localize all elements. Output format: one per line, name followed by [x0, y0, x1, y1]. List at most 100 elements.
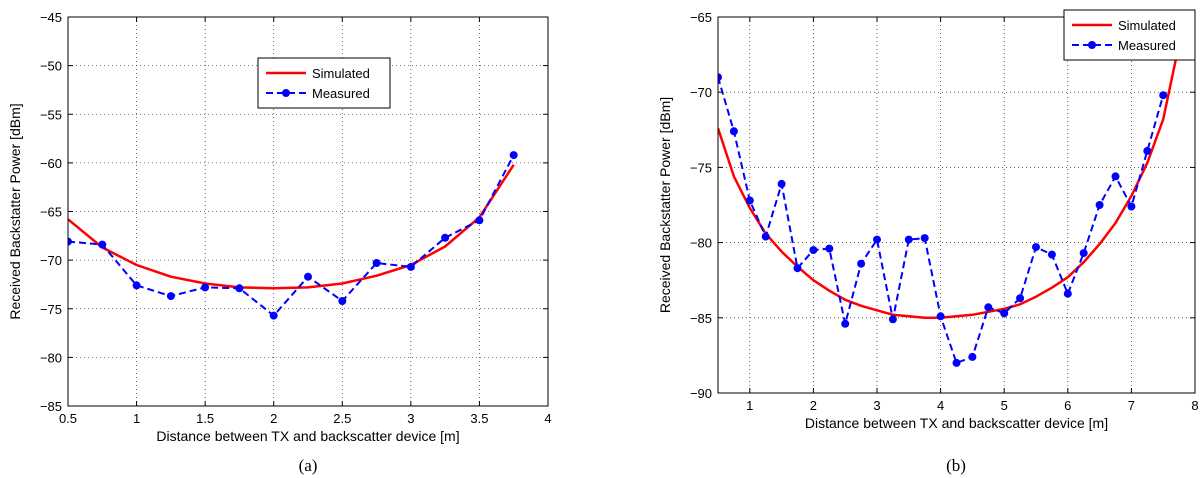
data-point	[1159, 91, 1168, 100]
x-tick-label: 6	[1064, 398, 1071, 413]
series-line-measured	[68, 154, 515, 317]
x-tick-label: 3	[407, 411, 414, 426]
series-measured	[68, 151, 518, 320]
y-tick-label: −45	[40, 10, 62, 25]
data-point	[841, 319, 850, 328]
axes-box	[717, 16, 1196, 394]
legend-marker	[1088, 41, 1096, 49]
data-point	[793, 264, 802, 273]
y-tick-label: −85	[40, 399, 62, 414]
data-point	[888, 315, 897, 324]
x-axis-label: Distance between TX and backscatter devi…	[805, 415, 1108, 431]
data-point	[873, 235, 881, 244]
plot-area	[718, 17, 1195, 393]
data-point	[920, 234, 929, 243]
y-tick-label: −70	[40, 253, 62, 268]
y-tick-label: −80	[40, 350, 62, 365]
data-point	[372, 259, 381, 267]
data-point	[1095, 201, 1104, 209]
data-point	[777, 179, 786, 188]
x-tick-label: 8	[1191, 398, 1198, 413]
data-point	[968, 352, 977, 361]
data-point	[201, 283, 210, 292]
x-tick-label: 7	[1128, 398, 1135, 413]
data-point	[235, 284, 244, 293]
series-measured	[718, 73, 1168, 367]
x-tick-label: 2	[810, 398, 817, 413]
x-tick-label: 5	[1001, 398, 1008, 413]
chart-panel-a: 0.5 1 1.5 2 2.5 3 3.5 4 −85 −80 −75 −70 −65 −60 −55 −50…	[7, 10, 552, 475]
legend-marker	[282, 89, 290, 97]
data-point	[1111, 172, 1120, 181]
y-tick-label: −80	[690, 236, 712, 251]
data-point	[936, 312, 945, 321]
data-point	[904, 235, 913, 244]
legend: Simulated Measured	[1063, 9, 1196, 61]
data-point	[1079, 249, 1088, 258]
x-axis-label: Distance between TX and backscatter devi…	[156, 428, 459, 444]
data-point	[132, 281, 141, 290]
data-point	[857, 259, 866, 268]
data-point	[984, 303, 993, 312]
x-tick-label: 4	[544, 411, 551, 426]
chart-panel-b: 1 2 3 4 5 6 7 8 −90 −85 −80 −75 −70 −65 Distance betwe…	[657, 9, 1199, 475]
data-point	[825, 244, 834, 253]
data-point	[1063, 289, 1072, 298]
data-point	[952, 358, 961, 367]
panel-label: (a)	[299, 456, 318, 475]
x-tick-label: 3	[873, 398, 880, 413]
data-point	[98, 240, 107, 249]
x-tick-label: 4	[937, 398, 944, 413]
y-tick-label: −65	[690, 10, 712, 25]
legend-box	[1063, 9, 1196, 61]
data-point	[718, 73, 722, 82]
data-point	[338, 297, 347, 305]
series-simulated	[718, 58, 1178, 320]
y-tick-label: −85	[690, 311, 712, 326]
y-tick-label: −75	[690, 160, 712, 175]
legend-label-simulated: Simulated	[1118, 18, 1176, 33]
data-point	[1143, 146, 1152, 155]
legend-label-measured: Measured	[1118, 38, 1176, 53]
x-tick-label: 1.5	[196, 411, 214, 426]
x-tick-label: 1	[133, 411, 140, 426]
data-point	[1032, 243, 1040, 252]
y-tick-label: −90	[690, 386, 712, 401]
x-tick-label: 0.5	[59, 411, 77, 426]
data-point	[1000, 309, 1009, 318]
data-point	[304, 272, 312, 281]
y-tick-label: −75	[40, 302, 62, 317]
series-line-simulated	[68, 164, 515, 290]
data-point	[68, 237, 72, 246]
x-tick-label: 3.5	[470, 411, 488, 426]
y-axis-label: Received Backstatter Power [dBm]	[657, 97, 673, 313]
legend: Simulated Measured	[257, 57, 391, 109]
y-tick-label: −55	[40, 107, 62, 122]
legend-label-measured: Measured	[312, 86, 370, 101]
data-point	[509, 151, 518, 160]
x-tick-label: 2	[270, 411, 277, 426]
y-tick-label: −50	[40, 59, 62, 74]
data-point	[729, 127, 738, 136]
data-point	[1127, 202, 1136, 211]
series-line-simulated	[718, 58, 1178, 320]
y-tick-label: −60	[40, 156, 62, 171]
data-point	[269, 311, 278, 320]
panel-label: (b)	[946, 456, 966, 475]
data-point	[475, 216, 484, 225]
series-simulated	[68, 164, 515, 290]
y-axis-label: Received Backstatter Power [dBm]	[7, 103, 23, 319]
x-tick-label: 1	[746, 398, 753, 413]
legend-label-simulated: Simulated	[312, 66, 370, 81]
data-point	[761, 232, 770, 241]
data-point	[166, 292, 175, 301]
data-point	[406, 262, 415, 271]
legend-box	[257, 57, 391, 109]
data-point	[441, 233, 450, 242]
y-tick-label: −65	[40, 205, 62, 220]
x-tick-label: 2.5	[333, 411, 351, 426]
data-point	[809, 246, 818, 255]
data-point	[745, 196, 754, 205]
data-point	[1016, 294, 1025, 303]
